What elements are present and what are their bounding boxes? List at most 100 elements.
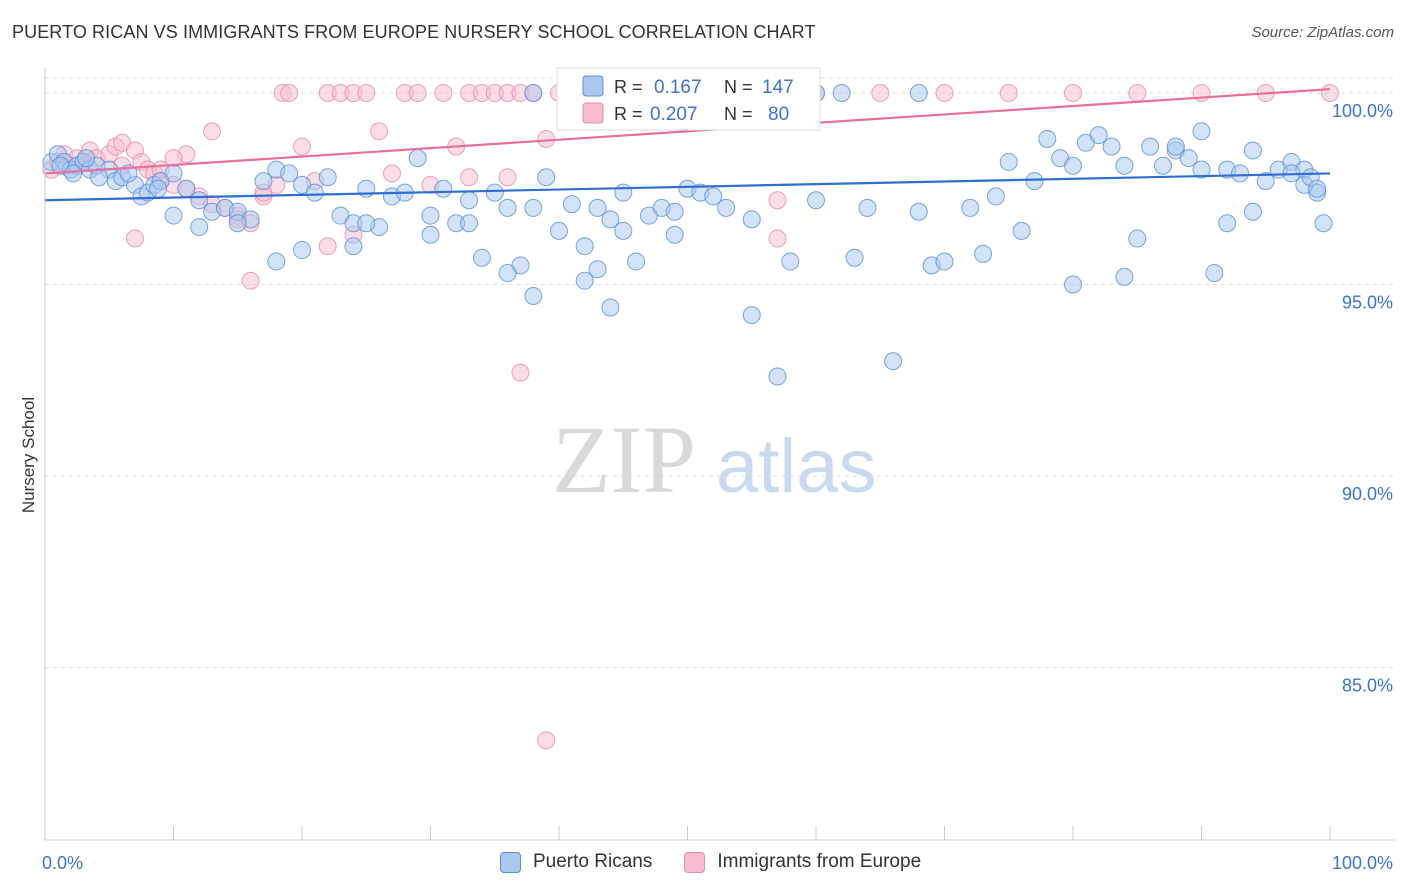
point-puerto-ricans[interactable] xyxy=(717,198,736,217)
point-puerto-ricans[interactable] xyxy=(1064,275,1082,294)
point-immigrants-from-europe[interactable] xyxy=(1064,83,1082,102)
point-puerto-ricans[interactable] xyxy=(421,225,440,244)
point-puerto-ricans[interactable] xyxy=(807,191,825,210)
point-puerto-ricans[interactable] xyxy=(1308,179,1327,198)
point-puerto-ricans[interactable] xyxy=(64,164,83,183)
point-puerto-ricans[interactable] xyxy=(1102,137,1121,156)
point-puerto-ricans[interactable] xyxy=(1115,267,1134,286)
point-puerto-ricans[interactable] xyxy=(485,183,504,202)
point-immigrants-from-europe[interactable] xyxy=(434,83,453,102)
point-puerto-ricans[interactable] xyxy=(1012,221,1031,240)
point-puerto-ricans[interactable] xyxy=(858,198,877,217)
point-puerto-ricans[interactable] xyxy=(935,252,954,271)
point-puerto-ricans[interactable] xyxy=(472,248,491,267)
point-puerto-ricans[interactable] xyxy=(974,244,993,263)
point-puerto-ricans[interactable] xyxy=(1231,164,1250,183)
point-puerto-ricans[interactable] xyxy=(1256,172,1275,191)
point-immigrants-from-europe[interactable] xyxy=(280,83,299,102)
point-puerto-ricans[interactable] xyxy=(601,298,620,317)
point-puerto-ricans[interactable] xyxy=(601,210,620,229)
point-puerto-ricans[interactable] xyxy=(164,164,183,183)
point-immigrants-from-europe[interactable] xyxy=(498,168,517,187)
point-puerto-ricans[interactable] xyxy=(498,264,517,283)
point-puerto-ricans[interactable] xyxy=(665,202,684,221)
point-puerto-ricans[interactable] xyxy=(1192,160,1211,179)
point-puerto-ricans[interactable] xyxy=(1314,214,1333,233)
point-puerto-ricans[interactable] xyxy=(1115,156,1134,175)
point-puerto-ricans[interactable] xyxy=(421,206,440,225)
point-immigrants-from-europe[interactable] xyxy=(1321,83,1339,102)
point-puerto-ricans[interactable] xyxy=(1192,122,1211,141)
point-puerto-ricans[interactable] xyxy=(1089,126,1108,145)
point-puerto-ricans[interactable] xyxy=(460,214,479,233)
point-puerto-ricans[interactable] xyxy=(1128,229,1147,248)
point-puerto-ricans[interactable] xyxy=(408,149,427,168)
point-puerto-ricans[interactable] xyxy=(614,221,633,240)
point-puerto-ricans[interactable] xyxy=(344,237,363,256)
point-puerto-ricans[interactable] xyxy=(1153,156,1172,175)
point-immigrants-from-europe[interactable] xyxy=(537,731,556,750)
point-puerto-ricans[interactable] xyxy=(460,191,479,210)
point-puerto-ricans[interactable] xyxy=(614,183,633,202)
point-puerto-ricans[interactable] xyxy=(845,248,864,267)
point-immigrants-from-europe[interactable] xyxy=(203,122,222,141)
point-puerto-ricans[interactable] xyxy=(1218,214,1237,233)
point-puerto-ricans[interactable] xyxy=(575,271,594,290)
point-puerto-ricans[interactable] xyxy=(742,210,761,229)
point-puerto-ricans[interactable] xyxy=(1025,172,1044,191)
point-immigrants-from-europe[interactable] xyxy=(293,137,311,156)
point-immigrants-from-europe[interactable] xyxy=(935,83,954,102)
source-label[interactable]: Source: ZipAtlas.com xyxy=(1251,24,1394,41)
point-puerto-ricans[interactable] xyxy=(190,218,209,237)
point-immigrants-from-europe[interactable] xyxy=(537,129,556,148)
point-puerto-ricans[interactable] xyxy=(524,198,543,217)
legend-item-immigrants-from-europe[interactable]: Immigrants from Europe xyxy=(684,851,921,873)
point-puerto-ricans[interactable] xyxy=(305,183,324,202)
point-puerto-ricans[interactable] xyxy=(267,252,286,271)
point-puerto-ricans[interactable] xyxy=(524,287,543,306)
point-puerto-ricans[interactable] xyxy=(986,187,1005,206)
point-puerto-ricans[interactable] xyxy=(909,83,928,102)
point-puerto-ricans[interactable] xyxy=(562,195,581,214)
point-immigrants-from-europe[interactable] xyxy=(125,229,144,248)
point-immigrants-from-europe[interactable] xyxy=(460,168,479,187)
point-puerto-ricans[interactable] xyxy=(961,198,980,217)
point-puerto-ricans[interactable] xyxy=(254,172,273,191)
point-puerto-ricans[interactable] xyxy=(434,179,453,198)
point-immigrants-from-europe[interactable] xyxy=(871,83,890,102)
point-immigrants-from-europe[interactable] xyxy=(511,363,530,382)
point-immigrants-from-europe[interactable] xyxy=(318,237,337,256)
point-puerto-ricans[interactable] xyxy=(498,198,517,217)
point-puerto-ricans[interactable] xyxy=(742,306,761,325)
point-puerto-ricans[interactable] xyxy=(704,187,723,206)
point-puerto-ricans[interactable] xyxy=(588,198,607,217)
point-puerto-ricans[interactable] xyxy=(1064,156,1082,175)
point-puerto-ricans[interactable] xyxy=(89,168,108,187)
point-puerto-ricans[interactable] xyxy=(293,241,311,260)
point-puerto-ricans[interactable] xyxy=(665,225,684,244)
point-puerto-ricans[interactable] xyxy=(357,214,376,233)
legend-item-puerto-ricans[interactable]: Puerto Ricans xyxy=(500,851,652,873)
point-puerto-ricans[interactable] xyxy=(524,83,543,102)
point-puerto-ricans[interactable] xyxy=(884,352,903,371)
point-puerto-ricans[interactable] xyxy=(149,179,168,198)
point-puerto-ricans[interactable] xyxy=(832,83,851,102)
point-puerto-ricans[interactable] xyxy=(318,168,337,187)
point-puerto-ricans[interactable] xyxy=(909,202,928,221)
point-puerto-ricans[interactable] xyxy=(1038,129,1057,148)
point-puerto-ricans[interactable] xyxy=(1205,264,1224,283)
point-puerto-ricans[interactable] xyxy=(1243,141,1262,160)
point-immigrants-from-europe[interactable] xyxy=(241,271,260,290)
point-puerto-ricans[interactable] xyxy=(575,237,594,256)
point-puerto-ricans[interactable] xyxy=(781,252,800,271)
point-puerto-ricans[interactable] xyxy=(537,168,556,187)
point-puerto-ricans[interactable] xyxy=(550,221,568,240)
point-puerto-ricans[interactable] xyxy=(999,152,1018,171)
point-puerto-ricans[interactable] xyxy=(228,214,247,233)
point-immigrants-from-europe[interactable] xyxy=(768,229,787,248)
point-immigrants-from-europe[interactable] xyxy=(357,83,376,102)
point-immigrants-from-europe[interactable] xyxy=(999,83,1018,102)
point-immigrants-from-europe[interactable] xyxy=(382,164,401,183)
point-immigrants-from-europe[interactable] xyxy=(370,122,389,141)
point-immigrants-from-europe[interactable] xyxy=(1128,83,1147,102)
